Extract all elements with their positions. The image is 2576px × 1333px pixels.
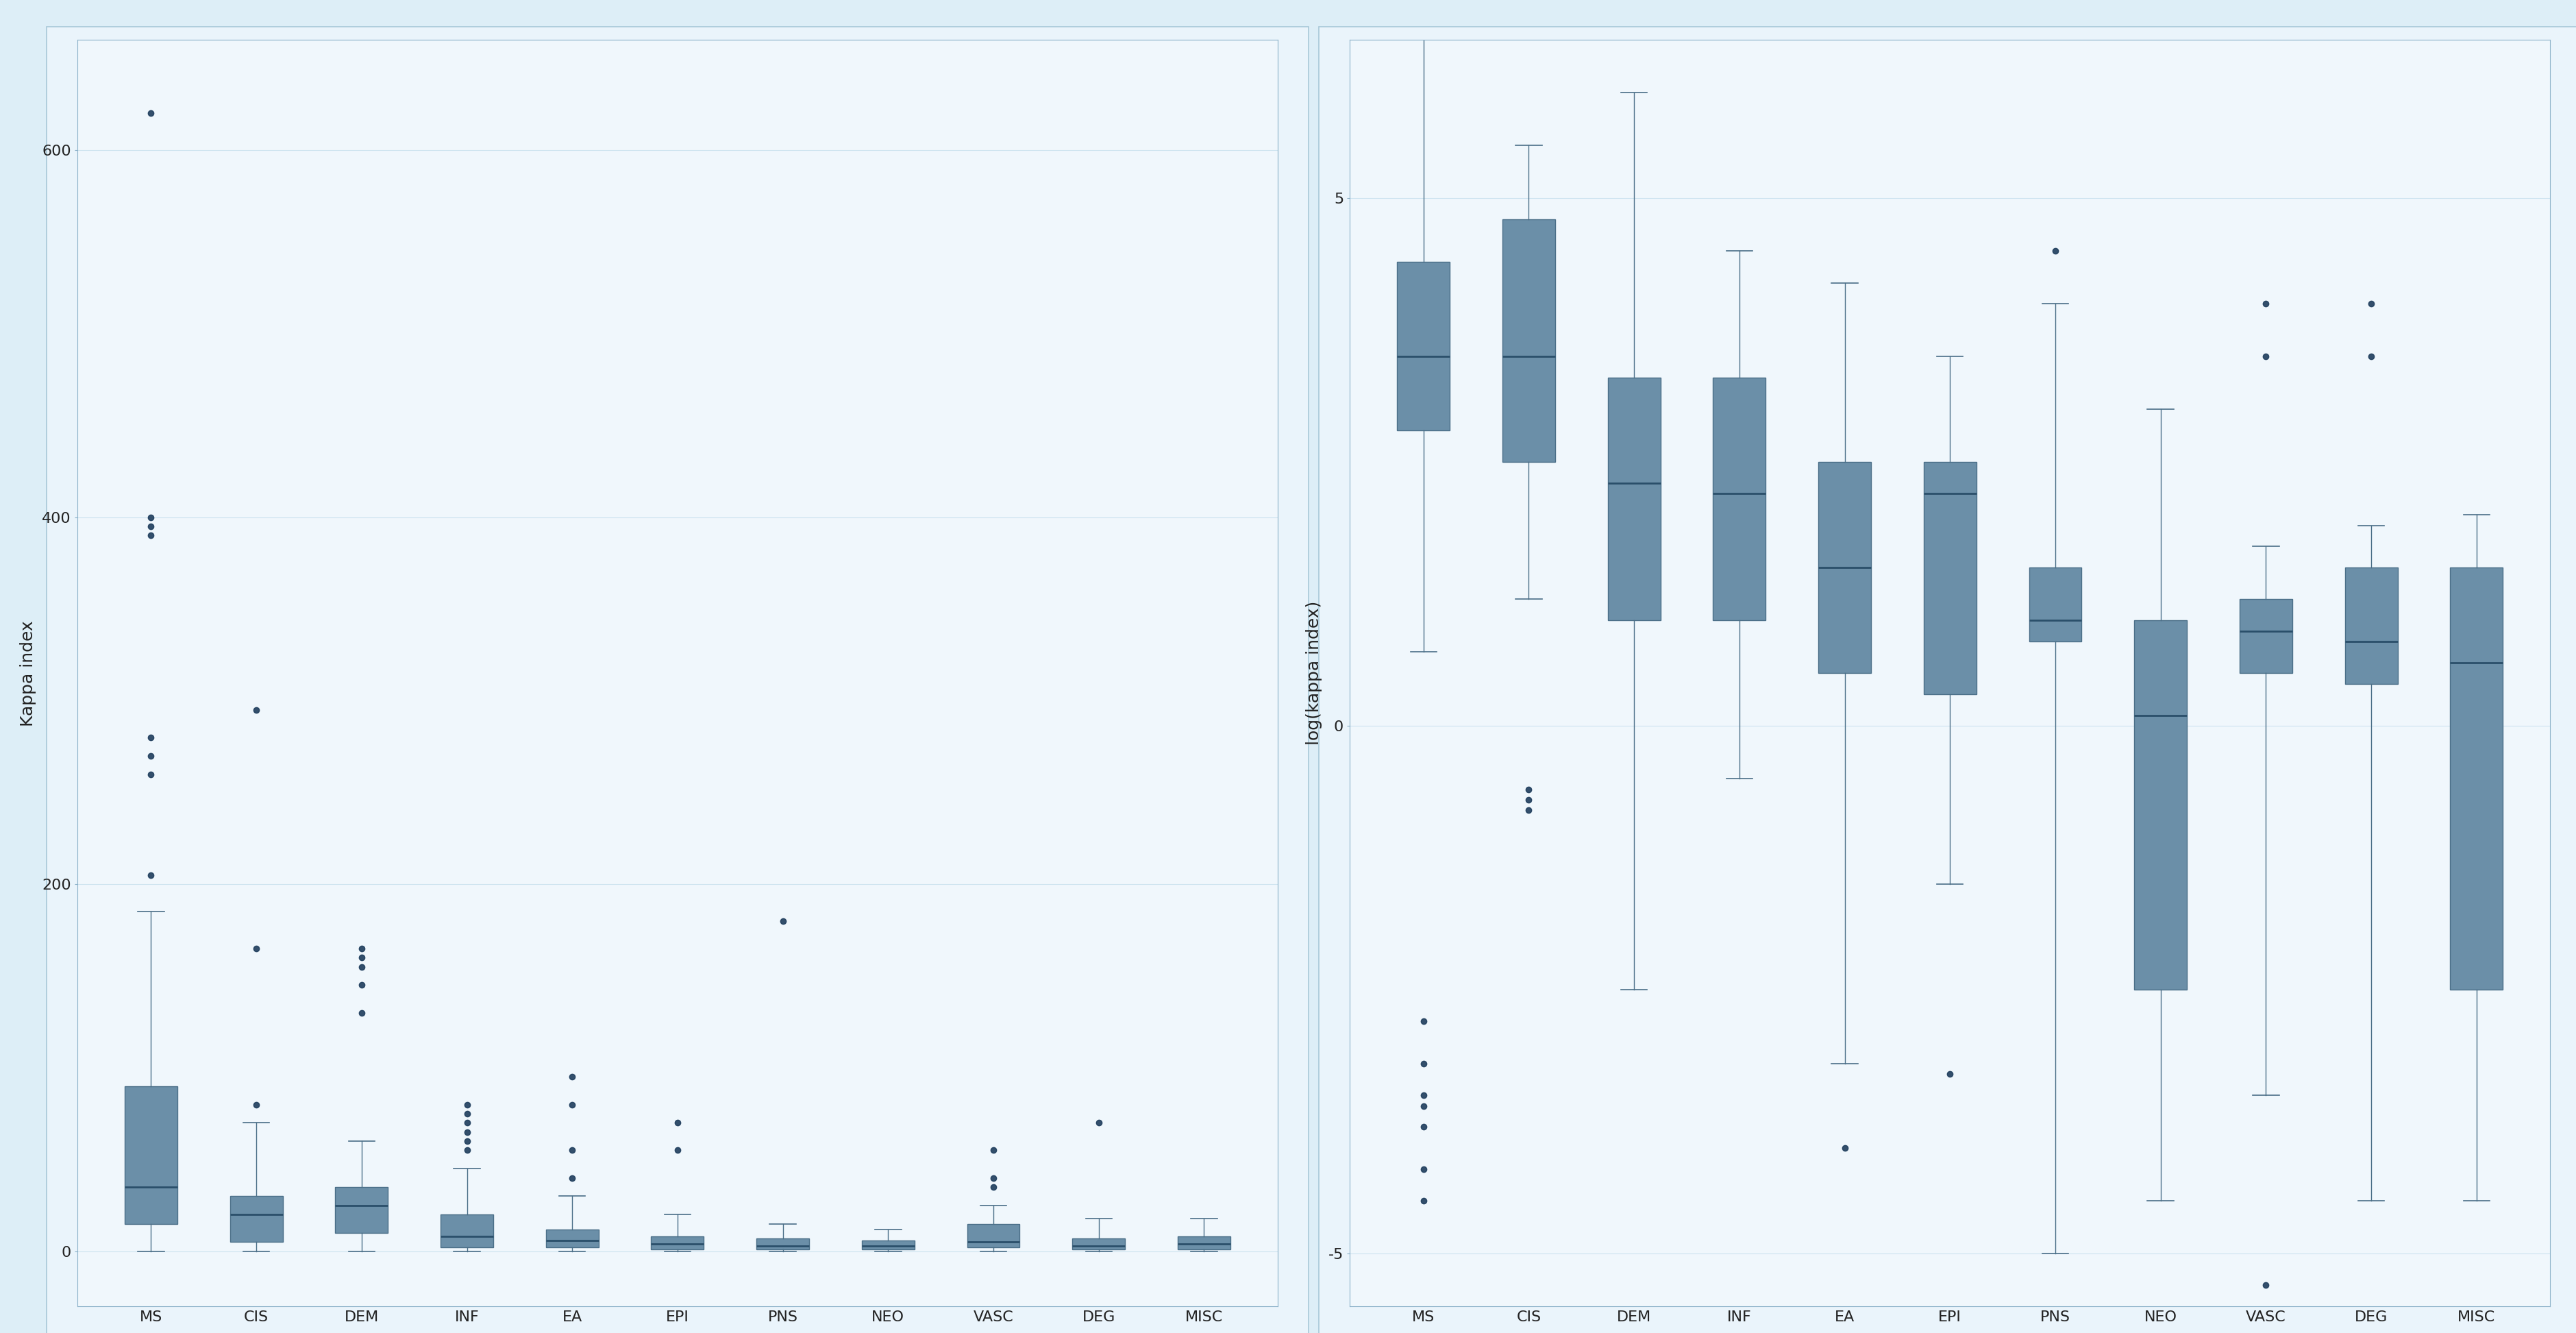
Y-axis label: Kappa index: Kappa index <box>21 620 36 726</box>
PathPatch shape <box>1819 463 1870 673</box>
PathPatch shape <box>1502 220 1556 463</box>
PathPatch shape <box>335 1188 389 1233</box>
PathPatch shape <box>1396 261 1450 431</box>
PathPatch shape <box>966 1224 1020 1248</box>
Y-axis label: log(kappa index): log(kappa index) <box>1306 601 1321 745</box>
PathPatch shape <box>440 1214 492 1248</box>
PathPatch shape <box>2136 620 2187 989</box>
PathPatch shape <box>1072 1238 1126 1249</box>
PathPatch shape <box>2239 600 2293 673</box>
PathPatch shape <box>2344 568 2398 684</box>
PathPatch shape <box>757 1238 809 1249</box>
PathPatch shape <box>863 1240 914 1249</box>
PathPatch shape <box>1607 377 1662 620</box>
PathPatch shape <box>1924 463 1976 694</box>
PathPatch shape <box>124 1086 178 1224</box>
PathPatch shape <box>1713 377 1765 620</box>
PathPatch shape <box>546 1229 598 1248</box>
PathPatch shape <box>2030 568 2081 641</box>
PathPatch shape <box>229 1196 283 1242</box>
PathPatch shape <box>652 1237 703 1249</box>
PathPatch shape <box>2450 568 2504 989</box>
PathPatch shape <box>1177 1237 1231 1249</box>
